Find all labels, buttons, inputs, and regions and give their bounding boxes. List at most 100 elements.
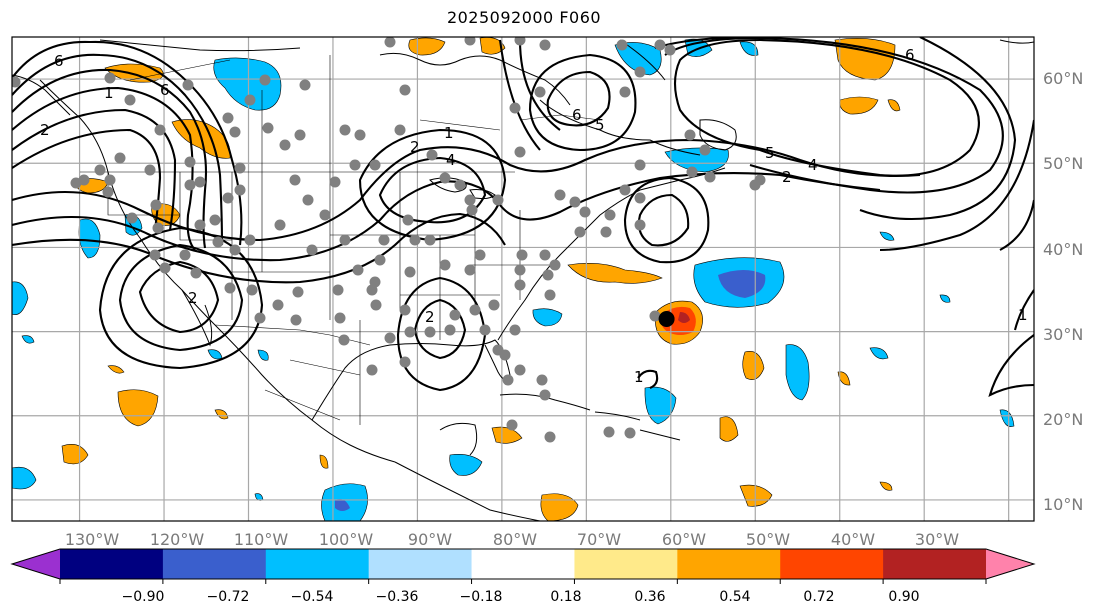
station-dot (224, 282, 236, 294)
lon-label: 80°W (493, 530, 537, 549)
contour-label: 1 (104, 84, 114, 102)
station-dot (354, 129, 366, 141)
station-dot (154, 124, 166, 136)
station-dot (402, 214, 414, 226)
graticule (12, 37, 1034, 521)
station-dot (114, 152, 126, 164)
station-dot (194, 176, 206, 188)
colorbar-tick-label: 0.36 (634, 589, 665, 605)
station-dot (464, 37, 476, 46)
station-dot (509, 102, 521, 114)
colorbar-extend-high (986, 549, 1034, 579)
station-dot (439, 259, 451, 271)
station-dot (102, 186, 114, 198)
station-dot (439, 172, 451, 184)
station-dot (536, 374, 548, 386)
plot-title: 2025092000 F060 (446, 8, 602, 27)
lon-label: 100°W (319, 530, 374, 549)
station-dot (499, 349, 511, 361)
contour-label: 1 (634, 368, 644, 386)
lon-label: 40°W (831, 530, 875, 549)
latitude-axis: 10°N 20°N 30°N 40°N 50°N 60°N (1043, 69, 1083, 514)
station-dot (454, 179, 466, 191)
colorbar (10, 548, 1036, 584)
station-dot (426, 149, 438, 161)
colorbar-segment (265, 549, 370, 579)
colorbar-extend-low (12, 549, 60, 579)
station-dot (542, 269, 554, 281)
station-dot (449, 309, 461, 321)
station-dot (634, 159, 646, 171)
map-background (12, 37, 1034, 521)
contour-label: 6 (905, 46, 915, 64)
contour-label: 2 (40, 121, 50, 139)
station-dot (374, 254, 386, 266)
station-dot (404, 266, 416, 278)
lon-label: 30°W (915, 530, 959, 549)
station-dot (244, 234, 256, 246)
lat-label: 40°N (1043, 240, 1083, 259)
station-dot (409, 234, 421, 246)
station-dot (104, 174, 116, 186)
station-dot (579, 206, 591, 218)
station-dot (272, 299, 284, 311)
station-dot (94, 164, 106, 176)
station-dot (664, 44, 676, 56)
station-dot (299, 79, 311, 91)
contour-label: 5 (765, 144, 775, 162)
colorbar-tick-label: 0.54 (719, 589, 750, 605)
lon-label: 50°W (746, 530, 790, 549)
station-dot (464, 264, 476, 276)
lon-label: 130°W (65, 530, 120, 549)
contour-label: 6 (572, 106, 582, 124)
station-dot (699, 144, 711, 156)
station-dot (222, 112, 234, 124)
station-dot (338, 334, 350, 346)
station-dot (159, 262, 171, 274)
contour-label: 1 (444, 124, 454, 142)
station-dot (352, 264, 364, 276)
colorbar-tick-label: −0.72 (207, 589, 250, 605)
station-dot (399, 356, 411, 368)
station-dot (464, 194, 476, 206)
colorbar-segment (368, 549, 473, 579)
lat-label: 50°N (1043, 154, 1083, 173)
station-dot (466, 204, 478, 216)
station-dot (492, 194, 504, 206)
station-dot (384, 332, 396, 344)
colorbar-segment (780, 549, 884, 579)
station-dot (229, 244, 241, 256)
colorbar-tick-label: −0.18 (460, 589, 503, 605)
station-dot (234, 184, 246, 196)
station-dot (509, 324, 521, 336)
station-dot (212, 236, 224, 248)
station-dot (616, 39, 628, 51)
station-dot (514, 279, 526, 291)
station-dot (479, 324, 491, 336)
station-dot (179, 249, 191, 261)
station-dot (424, 326, 436, 338)
contour-label: 6 (54, 52, 64, 70)
station-dot (516, 249, 528, 261)
colorbar-tick-label: −0.36 (376, 589, 419, 605)
station-dot (654, 39, 666, 51)
contour-label: 2 (410, 138, 420, 156)
station-dot (549, 259, 561, 271)
station-dot (319, 209, 331, 221)
station-dot (444, 324, 456, 336)
station-dot (554, 189, 566, 201)
station-dot (302, 194, 314, 206)
station-dot (149, 249, 161, 261)
station-dot (194, 219, 206, 231)
contour-label: 5 (595, 116, 605, 134)
station-dot (634, 219, 646, 231)
station-dot (399, 304, 411, 316)
station-dot (569, 196, 581, 208)
colorbar-segment (162, 549, 267, 579)
colorbar-segment (883, 549, 987, 579)
colorbar-segment (574, 549, 678, 579)
station-dot (339, 124, 351, 136)
station-dot (262, 122, 274, 134)
station-dot (366, 364, 378, 376)
station-dot (70, 177, 82, 189)
